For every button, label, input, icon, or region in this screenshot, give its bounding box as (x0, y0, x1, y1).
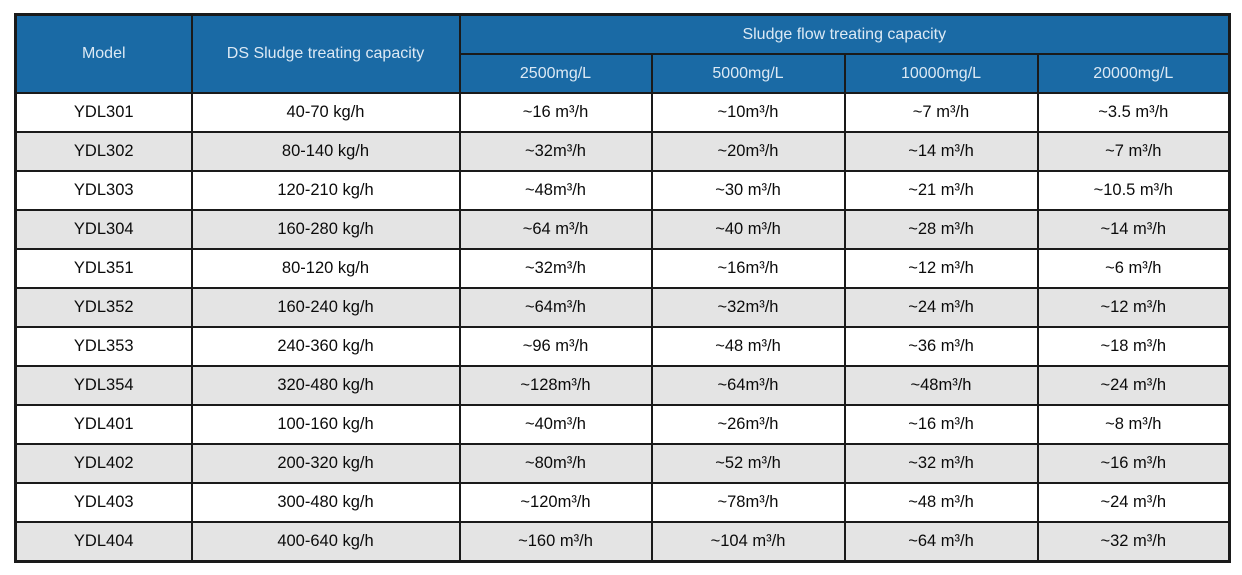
flow-2500-cell: ~64 m³/h (458, 209, 653, 250)
table-row: YDL351 80-120 kg/h ~32m³/h ~16m³/h ~12 m… (14, 248, 1231, 289)
flow-10000-cell: ~16 m³/h (843, 404, 1039, 445)
table-row: YDL303 120-210 kg/h ~48m³/h ~30 m³/h ~21… (14, 170, 1231, 211)
model-cell: YDL304 (14, 209, 193, 250)
ds-capacity-cell: 120-210 kg/h (190, 170, 461, 211)
column-header-20000mgl: 20000mg/L (1036, 53, 1231, 94)
flow-20000-cell: ~32 m³/h (1036, 521, 1231, 563)
flow-5000-cell: ~40 m³/h (650, 209, 846, 250)
flow-10000-cell: ~48 m³/h (843, 482, 1039, 523)
column-header-model: Model (14, 13, 193, 94)
flow-20000-cell: ~16 m³/h (1036, 443, 1231, 484)
ds-capacity-cell: 160-280 kg/h (190, 209, 461, 250)
flow-20000-cell: ~24 m³/h (1036, 365, 1231, 406)
flow-2500-cell: ~96 m³/h (458, 326, 653, 367)
ds-capacity-cell: 400-640 kg/h (190, 521, 461, 563)
table-header: Model DS Sludge treating capacity Sludge… (14, 13, 1231, 94)
model-cell: YDL302 (14, 131, 193, 172)
table-row: YDL301 40-70 kg/h ~16 m³/h ~10m³/h ~7 m³… (14, 92, 1231, 133)
flow-2500-cell: ~16 m³/h (458, 92, 653, 133)
flow-5000-cell: ~26m³/h (650, 404, 846, 445)
model-cell: YDL403 (14, 482, 193, 523)
ds-capacity-cell: 80-120 kg/h (190, 248, 461, 289)
flow-10000-cell: ~7 m³/h (843, 92, 1039, 133)
model-cell: YDL351 (14, 248, 193, 289)
table-row: YDL403 300-480 kg/h ~120m³/h ~78m³/h ~48… (14, 482, 1231, 523)
flow-20000-cell: ~18 m³/h (1036, 326, 1231, 367)
flow-10000-cell: ~64 m³/h (843, 521, 1039, 563)
flow-5000-cell: ~64m³/h (650, 365, 846, 406)
flow-10000-cell: ~28 m³/h (843, 209, 1039, 250)
flow-2500-cell: ~40m³/h (458, 404, 653, 445)
flow-5000-cell: ~78m³/h (650, 482, 846, 523)
flow-5000-cell: ~32m³/h (650, 287, 846, 328)
flow-20000-cell: ~3.5 m³/h (1036, 92, 1231, 133)
table-row: YDL354 320-480 kg/h ~128m³/h ~64m³/h ~48… (14, 365, 1231, 406)
flow-5000-cell: ~10m³/h (650, 92, 846, 133)
ds-capacity-cell: 300-480 kg/h (190, 482, 461, 523)
model-cell: YDL404 (14, 521, 193, 563)
flow-2500-cell: ~32m³/h (458, 248, 653, 289)
flow-2500-cell: ~120m³/h (458, 482, 653, 523)
flow-5000-cell: ~104 m³/h (650, 521, 846, 563)
table-body: YDL301 40-70 kg/h ~16 m³/h ~10m³/h ~7 m³… (14, 92, 1231, 563)
flow-2500-cell: ~160 m³/h (458, 521, 653, 563)
flow-2500-cell: ~128m³/h (458, 365, 653, 406)
table-row: YDL404 400-640 kg/h ~160 m³/h ~104 m³/h … (14, 521, 1231, 563)
ds-capacity-cell: 160-240 kg/h (190, 287, 461, 328)
ds-capacity-cell: 240-360 kg/h (190, 326, 461, 367)
flow-5000-cell: ~30 m³/h (650, 170, 846, 211)
flow-20000-cell: ~12 m³/h (1036, 287, 1231, 328)
flow-5000-cell: ~52 m³/h (650, 443, 846, 484)
flow-5000-cell: ~16m³/h (650, 248, 846, 289)
table-row: YDL304 160-280 kg/h ~64 m³/h ~40 m³/h ~2… (14, 209, 1231, 250)
flow-20000-cell: ~8 m³/h (1036, 404, 1231, 445)
flow-10000-cell: ~48m³/h (843, 365, 1039, 406)
ds-capacity-cell: 200-320 kg/h (190, 443, 461, 484)
header-group-row: Model DS Sludge treating capacity Sludge… (14, 13, 1231, 94)
flow-20000-cell: ~24 m³/h (1036, 482, 1231, 523)
model-cell: YDL301 (14, 92, 193, 133)
flow-2500-cell: ~32m³/h (458, 131, 653, 172)
model-cell: YDL354 (14, 365, 193, 406)
ds-capacity-cell: 100-160 kg/h (190, 404, 461, 445)
column-header-ds-capacity: DS Sludge treating capacity (190, 13, 461, 94)
flow-10000-cell: ~21 m³/h (843, 170, 1039, 211)
table-row: YDL353 240-360 kg/h ~96 m³/h ~48 m³/h ~3… (14, 326, 1231, 367)
model-cell: YDL352 (14, 287, 193, 328)
model-cell: YDL402 (14, 443, 193, 484)
flow-10000-cell: ~12 m³/h (843, 248, 1039, 289)
ds-capacity-cell: 40-70 kg/h (190, 92, 461, 133)
flow-10000-cell: ~32 m³/h (843, 443, 1039, 484)
header-sub-row: 2500mg/L 5000mg/L 10000mg/L 20000mg/L (16, 53, 1231, 94)
flow-2500-cell: ~64m³/h (458, 287, 653, 328)
flow-5000-cell: ~20m³/h (650, 131, 846, 172)
table-row: YDL302 80-140 kg/h ~32m³/h ~20m³/h ~14 m… (14, 131, 1231, 172)
table-row: YDL402 200-320 kg/h ~80m³/h ~52 m³/h ~32… (14, 443, 1231, 484)
model-cell: YDL401 (14, 404, 193, 445)
table-row: YDL352 160-240 kg/h ~64m³/h ~32m³/h ~24 … (14, 287, 1231, 328)
flow-20000-cell: ~7 m³/h (1036, 131, 1231, 172)
flow-10000-cell: ~24 m³/h (843, 287, 1039, 328)
flow-2500-cell: ~48m³/h (458, 170, 653, 211)
column-header-10000mgl: 10000mg/L (843, 53, 1039, 94)
column-header-2500mgl: 2500mg/L (458, 53, 653, 94)
column-group-header-flow-capacity: Sludge flow treating capacity (458, 13, 1231, 55)
model-cell: YDL303 (14, 170, 193, 211)
ds-capacity-cell: 80-140 kg/h (190, 131, 461, 172)
column-header-5000mgl: 5000mg/L (650, 53, 846, 94)
model-cell: YDL353 (14, 326, 193, 367)
table-row: YDL401 100-160 kg/h ~40m³/h ~26m³/h ~16 … (14, 404, 1231, 445)
ds-capacity-cell: 320-480 kg/h (190, 365, 461, 406)
flow-10000-cell: ~14 m³/h (843, 131, 1039, 172)
flow-5000-cell: ~48 m³/h (650, 326, 846, 367)
flow-10000-cell: ~36 m³/h (843, 326, 1039, 367)
flow-2500-cell: ~80m³/h (458, 443, 653, 484)
sludge-capacity-table: Model DS Sludge treating capacity Sludge… (14, 13, 1232, 563)
flow-20000-cell: ~14 m³/h (1036, 209, 1231, 250)
flow-20000-cell: ~6 m³/h (1036, 248, 1231, 289)
flow-20000-cell: ~10.5 m³/h (1036, 170, 1231, 211)
